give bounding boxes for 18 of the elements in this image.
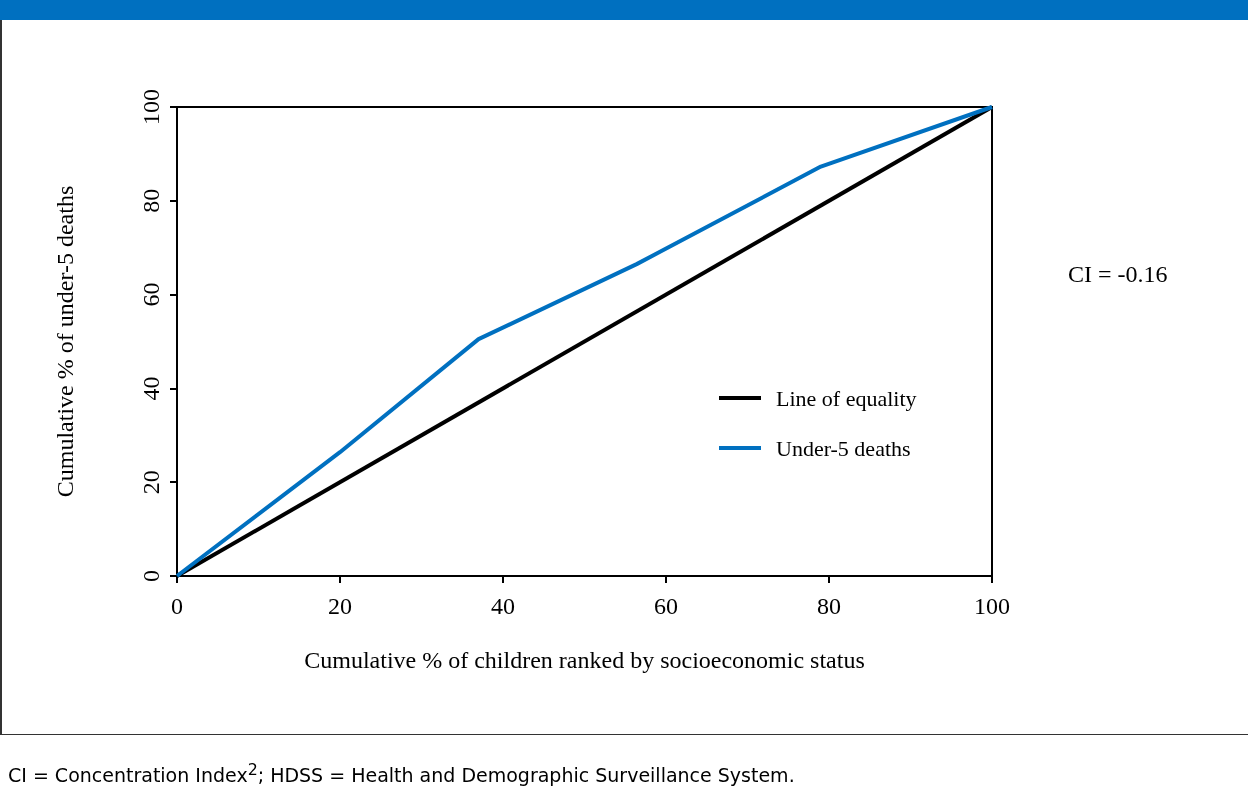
y-tick-label: 0	[138, 570, 164, 582]
text: CI = -0.16	[1068, 261, 1168, 287]
y-tick-label: 60	[138, 282, 164, 307]
x-axis-title: Cumulative % of children ranked by socioeconomic status	[304, 647, 865, 673]
x-tick-label: 0	[171, 593, 183, 619]
y-tick-label: 20	[138, 470, 164, 495]
x-tick-label: 100	[974, 593, 1010, 619]
legend-label: Line of equality	[776, 385, 917, 411]
y-tick-label: 100	[138, 89, 164, 125]
x-tick-label: 60	[654, 593, 678, 619]
text: CI = Concentration Index$^{2}$; HDSS = Health and Demographic Surveillance System.	[8, 760, 795, 787]
y-axis-title: Cumulative % of under-5 deaths	[52, 185, 78, 498]
legend-label: Under-5 deaths	[776, 435, 911, 461]
y-tick-label: 80	[138, 188, 164, 213]
x-tick-label: 20	[328, 593, 352, 619]
x-tick-label: 40	[491, 593, 515, 619]
x-tick-label: 80	[817, 593, 841, 619]
y-tick-label: 40	[138, 376, 164, 401]
